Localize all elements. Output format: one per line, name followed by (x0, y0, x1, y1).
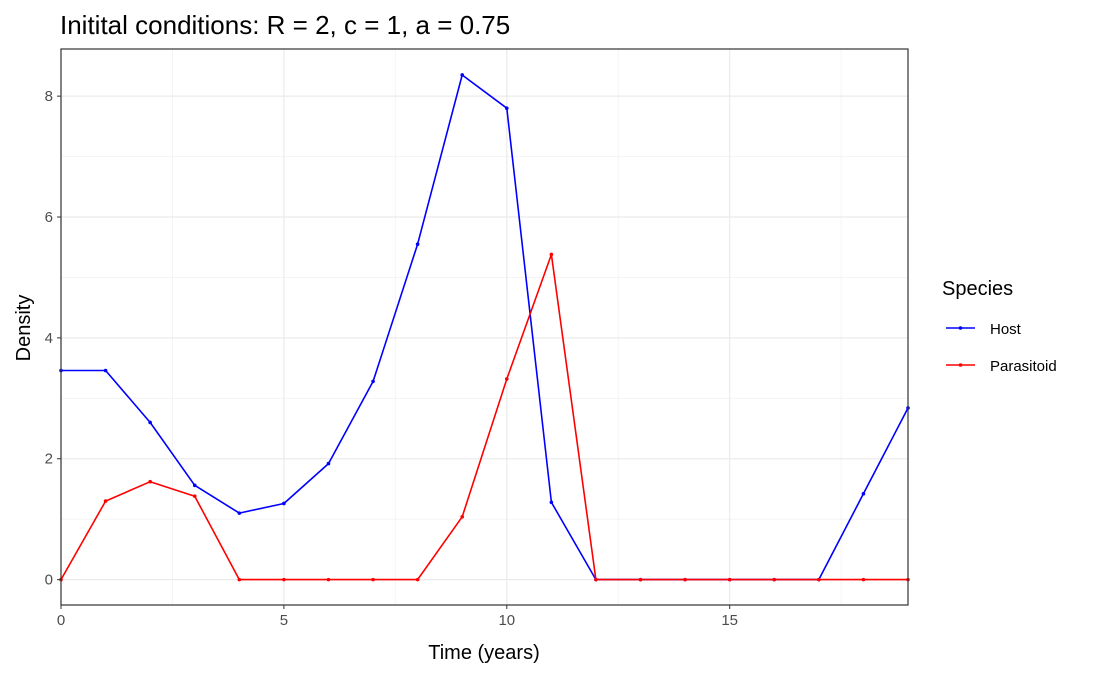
y-tick-label: 6 (45, 209, 53, 226)
data-point-host (237, 511, 242, 515)
legend: Species Host Parasitoid (942, 278, 1057, 375)
data-point-host (103, 368, 108, 373)
data-point-parasitoid (727, 577, 732, 582)
data-point-parasitoid (549, 252, 554, 257)
data-point-parasitoid (148, 479, 152, 484)
data-point-host (504, 106, 509, 111)
data-point-host (326, 461, 331, 466)
data-point-parasitoid (460, 514, 465, 519)
data-point-parasitoid (861, 577, 866, 582)
data-point-parasitoid (594, 577, 598, 582)
legend-key-point-host (958, 326, 963, 330)
grid-major (60, 49, 908, 605)
series-line-parasitoid (60, 253, 908, 581)
data-point-parasitoid (192, 494, 197, 499)
data-point-parasitoid (371, 577, 375, 582)
grid-minor (61, 49, 908, 605)
data-point-parasitoid (504, 377, 509, 381)
x-tick-label: 10 (498, 612, 515, 629)
data-point-host (460, 73, 465, 77)
legend-label-parasitoid: Parasitoid (990, 358, 1057, 375)
data-point-parasitoid (817, 577, 821, 582)
y-tick-label: 8 (45, 88, 53, 105)
chart-title: Initital conditions: R = 2, c = 1, a = 0… (60, 10, 510, 40)
legend-title: Species (942, 278, 1013, 300)
x-axis-title: Time (years) (428, 642, 539, 664)
data-point-parasitoid (282, 577, 286, 582)
data-point-parasitoid (683, 577, 687, 582)
y-axis-title: Density (13, 295, 35, 362)
data-point-host (282, 501, 286, 506)
x-tick-label: 15 (721, 612, 738, 629)
y-tick-label: 0 (45, 572, 53, 589)
y-tick-label: 4 (45, 330, 53, 347)
data-point-host (415, 242, 420, 247)
legend-label-host: Host (990, 321, 1022, 338)
x-tick-label: 5 (280, 612, 288, 629)
data-point-host (861, 492, 866, 496)
data-point-parasitoid (415, 577, 420, 582)
data-point-host (148, 420, 152, 425)
x-tick-label: 0 (57, 612, 65, 629)
data-point-parasitoid (237, 577, 242, 582)
series-line-host (61, 74, 909, 581)
legend-key-point-parasitoid (958, 363, 963, 367)
data-point-parasitoid (103, 499, 108, 503)
panel-border (60, 48, 909, 606)
data-point-parasitoid (638, 577, 643, 582)
y-tick-label: 2 (45, 451, 53, 468)
axis-ticks: 0 5 10 15 0 2 4 6 8 (45, 88, 738, 629)
data-point-parasitoid (326, 577, 331, 582)
series-layer (59, 73, 910, 582)
data-point-host (371, 379, 375, 384)
data-point-host (192, 483, 197, 488)
data-point-parasitoid (772, 577, 777, 582)
data-point-host (549, 500, 554, 505)
